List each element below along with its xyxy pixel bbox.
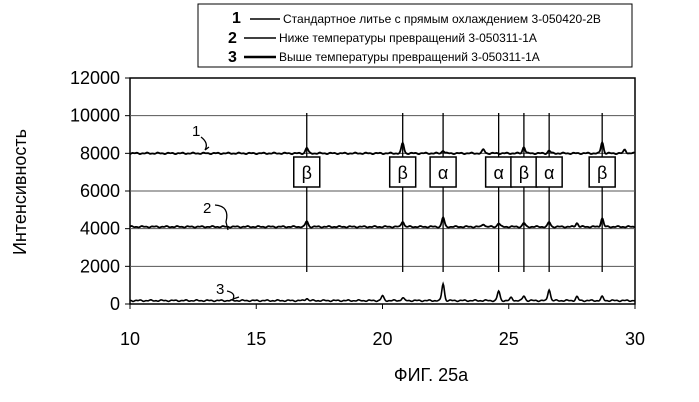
series-label-2: 2 — [203, 200, 229, 231]
legend-text: Стандартное литье с прямым охлаждением 3… — [283, 12, 601, 26]
legend: 1 Стандартное литье с прямым охлаждением… — [197, 3, 633, 68]
x-tick-label: 20 — [372, 329, 392, 349]
figure-caption: ФИГ. 25а — [394, 365, 469, 385]
series-label-3: 3 — [216, 281, 240, 301]
phase-marker-lines — [306, 113, 603, 272]
phase-box — [535, 156, 563, 188]
phase-label-box: α — [429, 156, 457, 188]
phase-label: β — [302, 163, 312, 183]
x-tick-label: 25 — [499, 329, 519, 349]
series-line-3 — [129, 281, 636, 303]
x-tick-labels: 10 15 20 25 30 — [120, 304, 645, 349]
series-label-text: 1 — [192, 123, 200, 140]
phase-label-box: α — [535, 156, 563, 188]
legend-number: 1 — [232, 10, 241, 27]
phase-box — [588, 156, 616, 188]
y-tick-labels: 0 2000 4000 6000 8000 10000 12000 — [70, 68, 130, 314]
phase-box — [388, 156, 417, 188]
phase-label-box: β — [293, 156, 321, 188]
series-label-tick — [226, 290, 240, 301]
y-axis-label: Интенсивность — [10, 129, 30, 255]
y-tick-label: 2000 — [80, 256, 120, 276]
legend-entry-1: 1 Стандартное литье с прямым охлаждением… — [232, 10, 601, 27]
y-tick-label: 4000 — [80, 219, 120, 239]
series-lines — [129, 140, 636, 303]
phase-label: α — [493, 163, 503, 183]
legend-text: Выше температуры превращений 3-050311-1A — [279, 50, 540, 64]
phase-label: β — [398, 163, 408, 183]
y-tick-label: 0 — [110, 294, 120, 314]
legend-entry-2: 2 Ниже температуры превращений 3-050311-… — [228, 30, 537, 47]
legend-text: Ниже температуры превращений 3-050311-1A — [279, 31, 537, 45]
legend-number: 2 — [228, 30, 237, 47]
phase-box — [429, 156, 457, 188]
phase-label: α — [544, 163, 554, 183]
series-line-2 — [129, 215, 636, 229]
phase-label-box: β — [510, 156, 538, 188]
y-tick-label: 6000 — [80, 181, 120, 201]
y-tick-label: 8000 — [80, 143, 120, 163]
x-tick-label: 30 — [625, 329, 645, 349]
series-label-tick — [200, 136, 210, 151]
phase-label: β — [519, 163, 529, 183]
phase-label-box: β — [588, 156, 616, 188]
gridlines — [130, 115, 635, 267]
phase-label: α — [438, 163, 448, 183]
series-label-text: 2 — [203, 200, 211, 217]
phase-label-box: α — [484, 156, 513, 188]
phase-label: β — [597, 163, 607, 183]
legend-entry-3: 3 Выше температуры превращений 3-050311-… — [228, 49, 540, 66]
y-tick-label: 10000 — [70, 106, 120, 126]
x-tick-label: 10 — [120, 329, 140, 349]
series-label-text: 3 — [216, 281, 224, 298]
phase-box — [293, 156, 321, 188]
series-line-1 — [129, 140, 636, 156]
series-label-tick — [214, 204, 229, 231]
series-label-1: 1 — [192, 123, 210, 151]
phase-label-box: β — [388, 156, 417, 188]
legend-number: 3 — [228, 49, 237, 66]
y-tick-label: 12000 — [70, 68, 120, 88]
x-tick-label: 15 — [246, 329, 266, 349]
